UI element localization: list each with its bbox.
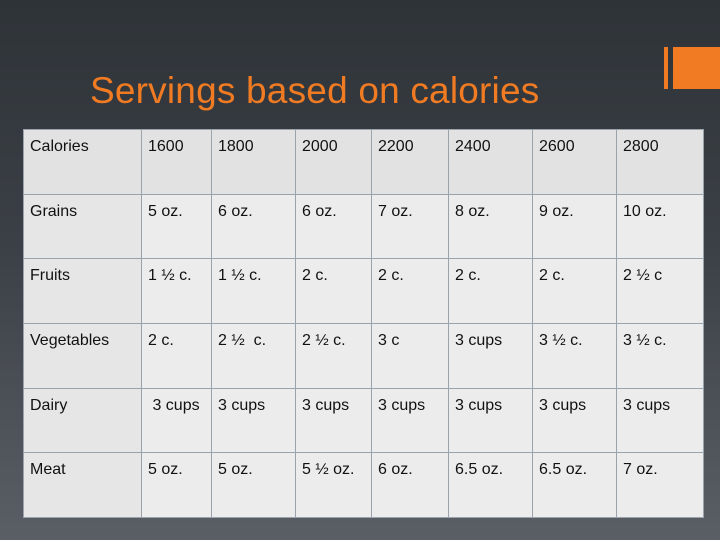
table-cell: 5 oz. <box>141 193 212 260</box>
table-cell: 8 oz. <box>448 193 533 260</box>
table-cell: 2 c. <box>371 258 449 324</box>
servings-table-container: Calories 1600 1800 2000 2200 2400 2600 2… <box>23 129 704 518</box>
row-label: Grains <box>23 193 142 260</box>
table-cell: 3 cups <box>532 387 617 454</box>
table-cell: 2 c. <box>141 322 212 389</box>
header-cell: 2400 <box>448 129 533 195</box>
row-label: Fruits <box>23 258 142 324</box>
row-label: Meat <box>23 452 142 518</box>
accent-bar <box>664 47 668 89</box>
table-header-row: Calories 1600 1800 2000 2200 2400 2600 2… <box>23 129 704 195</box>
table-cell: 3 cups <box>211 387 296 454</box>
table-cell: 5 oz. <box>211 452 296 518</box>
table-cell: 6.5 oz. <box>448 452 533 518</box>
header-cell: 2600 <box>532 129 617 195</box>
row-label: Dairy <box>23 387 142 454</box>
table-cell: 5 oz. <box>141 452 212 518</box>
header-cell: 1800 <box>211 129 296 195</box>
header-cell: 2000 <box>295 129 372 195</box>
table-cell: 3 cups <box>616 387 704 454</box>
table-cell: 6 oz. <box>295 193 372 260</box>
table-cell: 9 oz. <box>532 193 617 260</box>
header-cell: 2200 <box>371 129 449 195</box>
table-cell: 10 oz. <box>616 193 704 260</box>
table-row-meat: Meat 5 oz. 5 oz. 5 ½ oz. 6 oz. 6.5 oz. 6… <box>23 452 704 518</box>
table-cell: 2 ½ c. <box>295 322 372 389</box>
table-cell: 3 cups <box>448 387 533 454</box>
table-cell: 7 oz. <box>371 193 449 260</box>
slide-title: Servings based on calories <box>90 70 540 111</box>
table-cell: 5 ½ oz. <box>295 452 372 518</box>
servings-table: Calories 1600 1800 2000 2200 2400 2600 2… <box>23 129 704 518</box>
table-cell: 7 oz. <box>616 452 704 518</box>
header-cell: 1600 <box>141 129 212 195</box>
table-cell: 2 c. <box>448 258 533 324</box>
accent-block <box>673 47 720 89</box>
header-cell: Calories <box>23 129 142 195</box>
row-label: Vegetables <box>23 322 142 389</box>
table-cell: 3 cups <box>448 322 533 389</box>
table-cell: 2 c. <box>532 258 617 324</box>
table-cell: 3 cups <box>295 387 372 454</box>
table-cell: 1 ½ c. <box>211 258 296 324</box>
table-cell: 2 c. <box>295 258 372 324</box>
header-cell: 2800 <box>616 129 704 195</box>
table-row-grains: Grains 5 oz. 6 oz. 6 oz. 7 oz. 8 oz. 9 o… <box>23 193 704 260</box>
table-cell: 6 oz. <box>371 452 449 518</box>
table-cell: 1 ½ c. <box>141 258 212 324</box>
table-cell: 2 ½ c <box>616 258 704 324</box>
table-row-fruits: Fruits 1 ½ c. 1 ½ c. 2 c. 2 c. 2 c. 2 c.… <box>23 258 704 324</box>
table-cell: 6 oz. <box>211 193 296 260</box>
table-cell: 3 ½ c. <box>532 322 617 389</box>
table-cell: 6.5 oz. <box>532 452 617 518</box>
table-cell: 3 cups <box>371 387 449 454</box>
table-row-vegetables: Vegetables 2 c. 2 ½ c. 2 ½ c. 3 c 3 cups… <box>23 322 704 389</box>
table-cell: 3 ½ c. <box>616 322 704 389</box>
table-cell: 3 c <box>371 322 449 389</box>
table-row-dairy: Dairy 3 cups 3 cups 3 cups 3 cups 3 cups… <box>23 387 704 454</box>
table-cell: 2 ½ c. <box>211 322 296 389</box>
table-cell: 3 cups <box>141 387 212 454</box>
